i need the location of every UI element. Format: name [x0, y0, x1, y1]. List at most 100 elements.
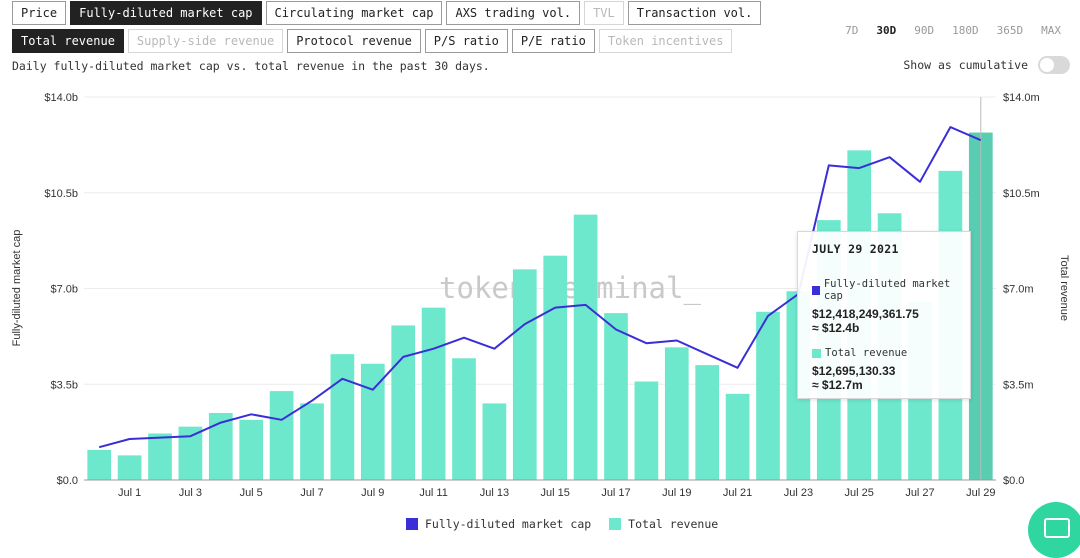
tooltip-series2-approx: ≈ $12.7m — [812, 378, 863, 392]
tooltip-series2-value: $12,695,130.33 — [812, 364, 896, 378]
chart-canvas: $0.0 $3.5b $7.0b $10.5b $14.0b $0.0 $3.5m $7.0m… — [11, 92, 1070, 499]
watermark: token terminal_ — [439, 271, 701, 306]
revenue-bar — [178, 426, 203, 480]
market-cap-line — [98, 126, 982, 449]
range-180d[interactable]: 180D — [952, 24, 979, 37]
tab-axs-trading-vol[interactable]: AXS trading vol. — [446, 1, 581, 25]
revenue-bar — [543, 255, 568, 480]
x-tick-label: Jul 3 — [179, 487, 202, 499]
revenue-bar — [117, 455, 142, 480]
tooltip-series2-name: Total revenue — [825, 347, 908, 359]
tab-price[interactable]: Price — [12, 1, 67, 25]
x-tick-label: Jul 27 — [905, 487, 934, 499]
x-tick-label: Jul 9 — [361, 487, 384, 499]
legend-swatch-line — [406, 518, 418, 530]
chart-tooltip: JULY 29 2021 Fully-diluted market cap $1… — [797, 231, 971, 399]
tab-supply-side-revenue[interactable]: Supply-side revenue — [127, 29, 284, 53]
right-tick-label: $10.5m — [1003, 188, 1040, 200]
tooltip-series1-approx: ≈ $12.4b — [812, 321, 860, 335]
cumulative-toggle[interactable] — [1038, 56, 1070, 74]
revenue-bar — [725, 393, 750, 480]
x-tick-label: Jul 5 — [240, 487, 263, 499]
revenue-bar — [330, 354, 355, 480]
range-max[interactable]: MAX — [1041, 24, 1061, 37]
revenue-bar — [634, 381, 659, 480]
tab-p-s-ratio[interactable]: P/S ratio — [424, 29, 508, 53]
x-tick-label: Jul 21 — [723, 487, 752, 499]
legend-swatch-bar — [609, 518, 622, 530]
revenue-bar — [482, 403, 507, 480]
tooltip-series1: Fully-diluted market cap — [812, 278, 956, 302]
range-90d[interactable]: 90D — [914, 24, 935, 37]
revenue-bar — [573, 214, 598, 480]
x-tick-label: Jul 7 — [300, 487, 323, 499]
right-tick-label: $7.0m — [1003, 284, 1034, 296]
chat-icon — [1044, 518, 1070, 538]
tab-tvl[interactable]: TVL — [584, 1, 624, 25]
revenue-bar — [300, 403, 324, 480]
revenue-bar — [756, 311, 780, 480]
x-tick-label: Jul 29 — [966, 487, 995, 499]
tooltip-series1-name: Fully-diluted market cap — [823, 278, 951, 302]
revenue-bar — [664, 347, 689, 480]
legend-label-market-cap: Fully-diluted market cap — [425, 517, 592, 531]
revenue-bar — [452, 358, 476, 480]
range-30d[interactable]: 30D — [876, 24, 897, 37]
left-tick-label: $14.0b — [44, 92, 78, 104]
x-tick-label: Jul 1 — [118, 487, 141, 499]
tab-p-e-ratio[interactable]: P/E ratio — [511, 29, 595, 53]
tab-total-revenue[interactable]: Total revenue — [12, 29, 124, 53]
revenue-bar — [208, 412, 233, 480]
range-7d[interactable]: 7D — [845, 24, 859, 37]
y-axis-title-left: Fully-diluted market cap — [11, 230, 23, 347]
left-tick-label: $7.0b — [50, 284, 78, 296]
tooltip-series2: Total revenue — [812, 347, 956, 359]
tab-fully-diluted-market-cap[interactable]: Fully-diluted market cap — [70, 1, 262, 25]
revenue-bar — [604, 313, 628, 480]
revenue-bar — [239, 419, 264, 480]
left-tick-label: $0.0 — [57, 475, 78, 487]
x-tick-label: Jul 13 — [480, 487, 509, 499]
series2-swatch — [812, 348, 821, 358]
left-tick-label: $10.5b — [44, 188, 78, 200]
revenue-bar — [391, 325, 416, 480]
right-tick-label: $3.5m — [1003, 379, 1034, 391]
legend-item-market-cap[interactable]: Fully-diluted market cap — [406, 517, 591, 531]
revenue-bar — [87, 449, 112, 480]
x-tick-label: Jul 15 — [541, 487, 570, 499]
legend-label-revenue: Total revenue — [628, 517, 719, 531]
toggle-knob — [1040, 58, 1054, 72]
x-tick-label: Jul 17 — [601, 487, 630, 499]
x-tick-label: Jul 23 — [784, 487, 813, 499]
metric-tabs-primary: Price Fully-diluted market cap Circulating… — [12, 1, 762, 25]
revenue-bar — [360, 363, 385, 480]
tooltip-date: JULY 29 2021 — [812, 242, 899, 256]
tooltip-series1-value: $12,418,249,361.75 — [812, 307, 919, 321]
revenue-bar — [148, 433, 172, 480]
tab-protocol-revenue[interactable]: Protocol revenue — [287, 29, 421, 53]
revenue-bar — [421, 307, 446, 480]
revenue-bar — [695, 365, 720, 480]
range-365d[interactable]: 365D — [996, 24, 1024, 37]
legend-item-revenue[interactable]: Total revenue — [609, 517, 718, 531]
x-tick-label: Jul 19 — [662, 487, 691, 499]
tab-circulating-market-cap[interactable]: Circulating market cap — [265, 1, 443, 25]
chart-legend: Fully-diluted market cap Total revenue — [406, 517, 718, 531]
tab-token-incentives[interactable]: Token incentives — [598, 29, 733, 53]
y-axis-title-right: Total revenue — [1058, 255, 1070, 321]
series1-swatch — [812, 285, 820, 295]
right-tick-label: $14.0m — [1003, 92, 1040, 104]
x-tick-label: Jul 11 — [419, 487, 448, 499]
time-range-selector: 7D 30D 90D 180D 365D MAX — [836, 24, 1070, 37]
cumulative-toggle-group: Show as cumulative — [903, 56, 1070, 74]
cumulative-label: Show as cumulative — [903, 58, 1028, 72]
revenue-bar — [269, 391, 294, 480]
tab-transaction-vol[interactable]: Transaction vol. — [627, 1, 762, 25]
metric-tabs-secondary: Total revenue Supply-side revenue Protocol… — [12, 29, 733, 53]
revenue-bar — [512, 269, 537, 480]
chart-description: Daily fully-diluted market cap vs. total… — [12, 59, 490, 73]
chat-button[interactable] — [1028, 502, 1080, 558]
right-tick-label: $0.0 — [1003, 475, 1024, 487]
x-tick-label: Jul 25 — [845, 487, 874, 499]
left-tick-label: $3.5b — [50, 379, 78, 391]
